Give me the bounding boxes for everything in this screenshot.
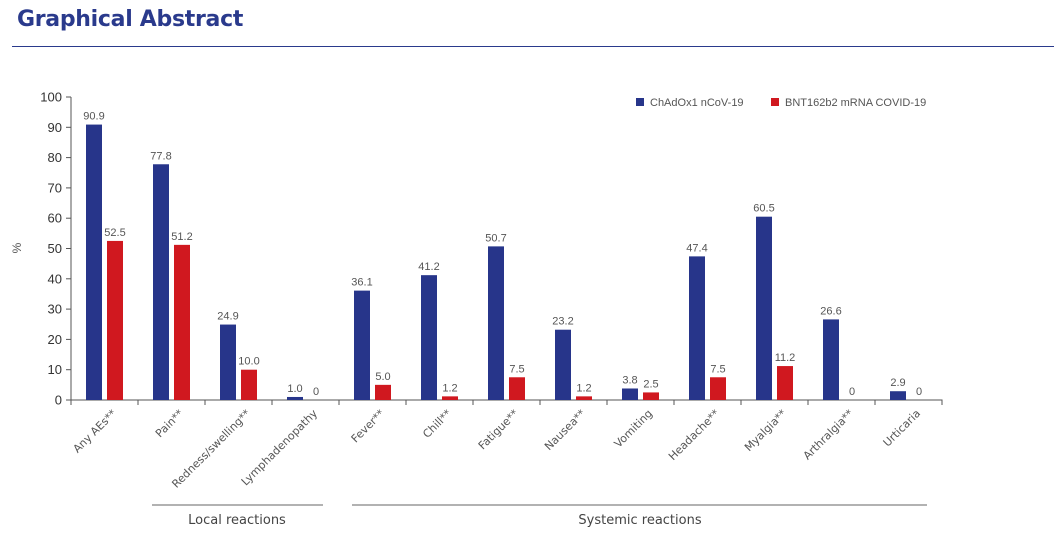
data-label: 7.5 bbox=[710, 363, 725, 375]
data-label: 5.0 bbox=[375, 371, 390, 383]
y-tick-label: 80 bbox=[48, 150, 62, 165]
bar-chadox1 bbox=[421, 275, 437, 400]
x-category-label: Any AEs** bbox=[71, 407, 120, 456]
x-category-label: Fatigue** bbox=[476, 407, 522, 453]
data-label: 2.5 bbox=[643, 378, 658, 390]
data-label: 90.9 bbox=[83, 111, 104, 123]
y-tick-label: 90 bbox=[48, 120, 62, 135]
x-category-label: Urticaria bbox=[881, 407, 923, 449]
x-category-label: Vomiting bbox=[612, 407, 655, 450]
data-label: 24.9 bbox=[217, 311, 238, 323]
page-title: Graphical Abstract bbox=[17, 7, 244, 32]
y-tick-label: 0 bbox=[55, 393, 62, 408]
y-tick-label: 40 bbox=[48, 271, 62, 286]
y-axis-label: % bbox=[10, 242, 24, 253]
bar-bnt162b2 bbox=[643, 392, 659, 400]
data-label: 77.8 bbox=[150, 150, 171, 162]
bar-chadox1 bbox=[823, 319, 839, 400]
x-category-label: Myalgia** bbox=[742, 407, 789, 454]
legend-label-chadox1: ChAdOx1 nCoV-19 bbox=[650, 97, 744, 109]
legend-label-bnt162b2: BNT162b2 mRNA COVID-19 bbox=[785, 97, 926, 109]
bar-bnt162b2 bbox=[509, 377, 525, 400]
data-label: 0 bbox=[849, 386, 855, 398]
bar-bnt162b2 bbox=[576, 396, 592, 400]
data-label: 52.5 bbox=[104, 227, 125, 239]
data-label: 36.1 bbox=[351, 277, 372, 289]
data-label: 11.2 bbox=[775, 352, 796, 364]
y-tick-label: 60 bbox=[48, 211, 62, 226]
data-label: 0 bbox=[313, 386, 319, 398]
bar-bnt162b2 bbox=[241, 369, 257, 400]
legend-swatch-chadox1 bbox=[636, 98, 644, 106]
y-tick-label: 100 bbox=[40, 90, 62, 105]
bar-bnt162b2 bbox=[442, 396, 458, 400]
bar-chadox1 bbox=[220, 324, 236, 400]
y-tick-label: 70 bbox=[48, 180, 62, 195]
y-tick-label: 20 bbox=[48, 332, 62, 347]
x-category-label: Arthralgia** bbox=[801, 407, 857, 463]
bar-chadox1 bbox=[153, 164, 169, 400]
data-label: 41.2 bbox=[418, 261, 439, 273]
y-tick-label: 50 bbox=[48, 241, 62, 256]
bar-chadox1 bbox=[354, 290, 370, 400]
bar-chadox1 bbox=[622, 388, 638, 400]
bar-chadox1 bbox=[86, 124, 102, 400]
x-category-label: Nausea** bbox=[542, 407, 588, 453]
data-label: 2.9 bbox=[890, 377, 905, 389]
header-divider bbox=[12, 46, 1054, 47]
x-category-label: Lymphadenopathy bbox=[239, 407, 321, 489]
y-tick-label: 10 bbox=[48, 362, 62, 377]
bar-chadox1 bbox=[756, 216, 772, 400]
legend-swatch-bnt162b2 bbox=[771, 98, 779, 106]
data-label: 51.2 bbox=[171, 231, 192, 243]
bar-bnt162b2 bbox=[174, 244, 190, 400]
data-label: 26.6 bbox=[820, 305, 841, 317]
bar-chadox1 bbox=[488, 246, 504, 400]
data-label: 3.8 bbox=[622, 374, 637, 386]
data-label: 7.5 bbox=[509, 363, 524, 375]
bar-bnt162b2 bbox=[107, 240, 123, 400]
data-label: 0 bbox=[916, 386, 922, 398]
x-category-label: Headache** bbox=[666, 407, 722, 463]
group-label: Systemic reactions bbox=[578, 513, 701, 528]
data-label: 1.0 bbox=[287, 383, 302, 395]
bar-bnt162b2 bbox=[710, 377, 726, 400]
bar-chadox1 bbox=[689, 256, 705, 400]
data-label: 50.7 bbox=[485, 232, 506, 244]
data-label: 47.4 bbox=[686, 242, 707, 254]
data-label: 10.0 bbox=[238, 356, 259, 368]
y-tick-label: 30 bbox=[48, 302, 62, 317]
data-label: 1.2 bbox=[576, 382, 591, 394]
bar-chadox1 bbox=[890, 391, 906, 400]
x-category-label: Pain** bbox=[153, 407, 187, 441]
bar-bnt162b2 bbox=[375, 384, 391, 400]
bar-bnt162b2 bbox=[777, 366, 793, 400]
x-category-label: Chill** bbox=[420, 407, 454, 441]
bar-chadox1 bbox=[555, 329, 571, 400]
group-label: Local reactions bbox=[188, 513, 286, 528]
data-label: 60.5 bbox=[753, 203, 774, 215]
x-category-label: Fever** bbox=[349, 407, 388, 446]
data-label: 1.2 bbox=[442, 382, 457, 394]
bar-chadox1 bbox=[287, 396, 303, 400]
data-label: 23.2 bbox=[552, 316, 573, 328]
